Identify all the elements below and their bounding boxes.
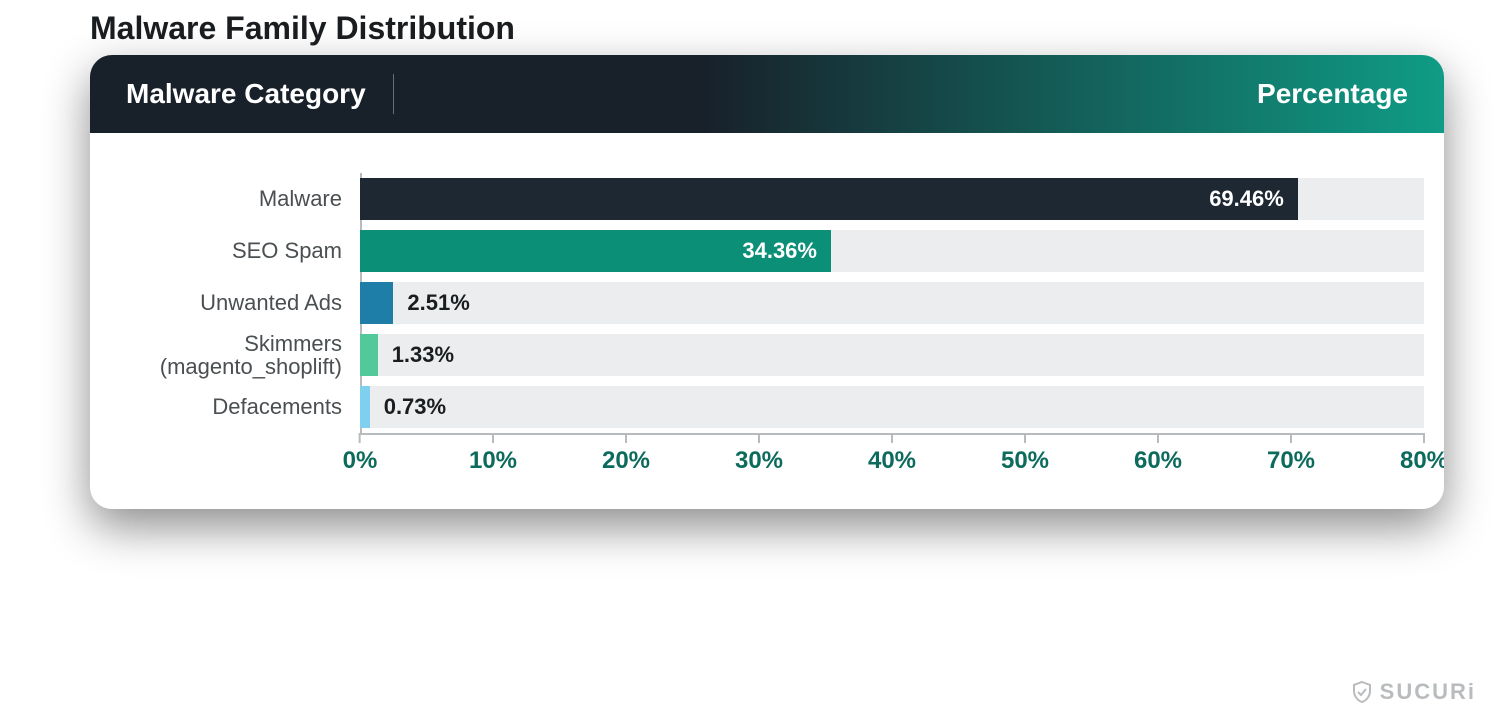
category-label: Malware	[110, 173, 360, 225]
bar	[360, 386, 370, 428]
header-right-label: Percentage	[1257, 78, 1408, 110]
category-label: Skimmers (magento_shoplift)	[110, 329, 360, 381]
bar-value-label: 2.51%	[407, 290, 469, 316]
bar-row: 0.73%	[360, 381, 1424, 433]
bar: 69.46%	[360, 178, 1298, 220]
shield-icon	[1350, 680, 1374, 704]
bar-row: 34.36%	[360, 225, 1424, 277]
chart-container: Malware Family Distribution Malware Cate…	[0, 0, 1494, 711]
bar	[360, 334, 378, 376]
x-tick: 0%	[343, 447, 378, 475]
bar	[360, 282, 393, 324]
bar-chart: MalwareSEO SpamUnwanted AdsSkimmers (mag…	[110, 173, 1424, 483]
x-tick: 70%	[1267, 447, 1315, 475]
bar-value-label: 1.33%	[392, 342, 454, 368]
bars-container: 69.46% 34.36% 2.51% 1.33% 0.73%	[360, 173, 1424, 433]
category-labels-column: MalwareSEO SpamUnwanted AdsSkimmers (mag…	[110, 173, 360, 483]
bar-row: 1.33%	[360, 329, 1424, 381]
bar: 34.36%	[360, 230, 831, 272]
x-tick: 20%	[602, 447, 650, 475]
chart-card: Malware Category Percentage MalwareSEO S…	[90, 55, 1444, 509]
watermark-text: SUCURi	[1380, 679, 1476, 705]
header-left-label: Malware Category	[126, 78, 394, 110]
brand-watermark: SUCURi	[1350, 679, 1476, 705]
chart-title: Malware Family Distribution	[90, 0, 1444, 47]
x-tick: 60%	[1134, 447, 1182, 475]
bar-track	[360, 282, 1424, 324]
card-header: Malware Category Percentage	[90, 55, 1444, 133]
x-tick: 40%	[868, 447, 916, 475]
x-axis-ticks: 0%10%20%30%40%50%60%70%80%	[360, 433, 1424, 483]
plot-column: 69.46%34.36%2.51%1.33%0.73% 0%10%20%30%4…	[360, 173, 1424, 483]
x-tick: 30%	[735, 447, 783, 475]
bar-row: 2.51%	[360, 277, 1424, 329]
bar-value-label: 0.73%	[384, 394, 446, 420]
bar-row: 69.46%	[360, 173, 1424, 225]
bar-track	[360, 334, 1424, 376]
x-tick: 50%	[1001, 447, 1049, 475]
x-tick: 80%	[1400, 447, 1444, 475]
category-label: Unwanted Ads	[110, 277, 360, 329]
x-tick: 10%	[469, 447, 517, 475]
chart-area: MalwareSEO SpamUnwanted AdsSkimmers (mag…	[90, 133, 1444, 509]
bar-value-label: 34.36%	[742, 238, 817, 264]
bar-value-label: 69.46%	[1209, 186, 1284, 212]
bar-track	[360, 386, 1424, 428]
category-label: SEO Spam	[110, 225, 360, 277]
category-label: Defacements	[110, 381, 360, 433]
